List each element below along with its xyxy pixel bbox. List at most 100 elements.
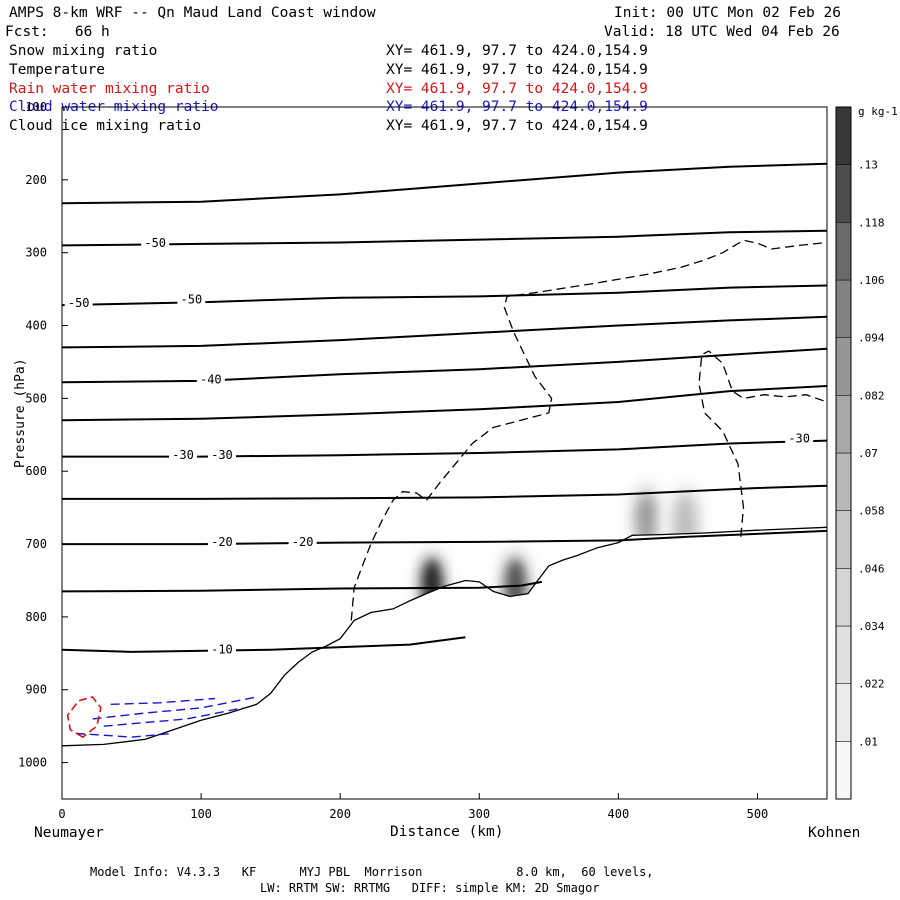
colorbar-label: .118 [858, 216, 885, 229]
cloud-water-contour-3 [110, 697, 216, 705]
x-tick-label: 0 [58, 807, 65, 821]
x-tick-label: 500 [747, 807, 769, 821]
left-endpoint-label: Neumayer [34, 825, 104, 841]
snow-core-3 [635, 492, 658, 545]
valid-time: Valid: 18 UTC Wed 04 Feb 26 [604, 24, 840, 40]
isotherm-10 [62, 229, 827, 247]
colorbar-swatch [835, 625, 852, 684]
x-tick-label: 200 [329, 807, 351, 821]
isotherm-label: -10 [211, 643, 233, 657]
cloud-ice-contour-1 [350, 239, 827, 621]
rain-water-contour-1 [66, 696, 102, 739]
isotherm-11 [62, 162, 827, 205]
y-tick-label: 400 [25, 319, 47, 333]
legend-xy-cloud-ice: XY= 461.9, 97.7 to 424.0,154.9 [386, 118, 648, 134]
colorbar-swatch [835, 452, 852, 511]
y-tick-label-top: 100 [25, 100, 47, 114]
colorbar-swatch [835, 279, 852, 338]
isotherm-label-bg [169, 448, 198, 462]
colorbar-label: .082 [858, 389, 885, 402]
colorbar-label: .07 [858, 447, 878, 460]
colorbar-units: g kg-1 [858, 105, 898, 118]
cloud-water-contour-1 [103, 707, 243, 727]
isotherm-label: -50 [144, 236, 166, 250]
isotherm-label: -30 [211, 448, 233, 462]
axes: 0 100 200 300 400 500 200 300 400 500 600 700 800 900… [18, 100, 828, 821]
colorbar-label: .058 [858, 505, 885, 518]
legend-xy-snow: XY= 461.9, 97.7 to 424.0,154.9 [386, 43, 648, 59]
isotherm-label: -50 [181, 292, 203, 306]
colorbar-swatch [835, 510, 852, 569]
isotherm-label-bg [177, 292, 206, 306]
colorbar: .01 .022 .034 .046 .058 .07 .082 .094 .106 .118 .1… [835, 105, 898, 800]
y-tick-label: 600 [25, 464, 47, 478]
legend-label-temperature: Temperature [9, 62, 106, 78]
cloud-water-contours [75, 696, 257, 738]
y-tick-label: 500 [25, 391, 47, 405]
legend-xy-temperature: XY= 461.9, 97.7 to 424.0,154.9 [386, 62, 648, 78]
legend-label-rain: Rain water mixing ratio [9, 81, 210, 97]
y-tick-label: 900 [25, 683, 47, 697]
colorbar-label: .034 [858, 620, 885, 633]
colorbar-label: .094 [858, 332, 885, 345]
chart-title: AMPS 8-km WRF -- Qn Maud Land Coast wind… [9, 5, 376, 21]
right-endpoint-label: Kohnen [808, 825, 861, 841]
isotherm-label: -30 [172, 448, 194, 462]
isotherm-8 [62, 315, 827, 349]
terrain-line [62, 526, 827, 747]
model-info-line-1: Model Info: V4.3.3 KF MYJ PBL Morrison 8… [90, 865, 654, 879]
colorbar-swatch [835, 222, 852, 281]
isotherm-1 [62, 636, 466, 653]
temperature-isotherms: -10 -20 -20 -30 -30 -30 -40 -50 -50 -50 [62, 162, 827, 657]
isotherm-label-bg [207, 642, 236, 656]
colorbar-label: .046 [858, 562, 885, 575]
init-time: Init: 00 UTC Mon 02 Feb 26 [614, 5, 841, 21]
isotherm-label: -40 [200, 372, 222, 386]
cloud-water-contour-4 [75, 732, 174, 738]
rain-water-contours [66, 696, 102, 739]
isotherm-9 [62, 284, 827, 307]
isotherm-label-bg [196, 372, 225, 386]
x-tick-label: 300 [468, 807, 490, 821]
colorbar-swatch [835, 106, 852, 165]
colorbar-frame [835, 106, 852, 800]
colorbar-swatch [835, 683, 852, 742]
isotherm-4 [62, 484, 827, 500]
legend-label-snow: Snow mixing ratio [9, 43, 158, 59]
legend-xy-rain: XY= 461.9, 97.7 to 424.0,154.9 [386, 81, 648, 97]
forecast-hour: Fcst: 66 h [5, 24, 110, 40]
isotherm-label-bg [207, 534, 236, 548]
colorbar-label: .106 [858, 274, 885, 287]
y-tick-label: 700 [25, 537, 47, 551]
isotherm-7 [62, 347, 827, 384]
colorbar-swatch [835, 741, 852, 800]
y-tick-label: 800 [25, 610, 47, 624]
x-axis-label: Distance (km) [390, 824, 504, 840]
isotherm-5 [62, 439, 827, 458]
model-info-line-2: LW: RRTM SW: RRTMG DIFF: simple KM: 2D S… [260, 881, 600, 895]
isotherm-label: -30 [788, 431, 810, 445]
colorbar-label: .022 [858, 678, 885, 691]
y-tick-label: 300 [25, 246, 47, 260]
colorbar-swatch [835, 395, 852, 454]
y-axis-label: Pressure (hPa) [13, 358, 28, 468]
colorbar-swatch [835, 337, 852, 396]
x-tick-label: 400 [608, 807, 630, 821]
colorbar-swatch [835, 164, 852, 223]
colorbar-swatch [835, 568, 852, 627]
isotherm-6 [62, 385, 827, 422]
plot-frame [61, 106, 828, 800]
terrain [62, 526, 827, 799]
isotherm-2 [62, 580, 543, 593]
isotherm-label: -50 [68, 296, 90, 310]
cloud-ice-contour-2 [698, 350, 827, 537]
colorbar-label: .01 [858, 735, 878, 748]
isotherm-label-bg [64, 295, 93, 309]
y-tick-label: 1000 [18, 756, 47, 770]
terrain-fill [62, 527, 827, 799]
isotherm-label: -20 [211, 535, 233, 549]
legend-label-cloud-ice: Cloud ice mixing ratio [9, 118, 202, 134]
cloud-ice-contours [350, 239, 827, 621]
isotherm-label-bg [141, 236, 170, 250]
